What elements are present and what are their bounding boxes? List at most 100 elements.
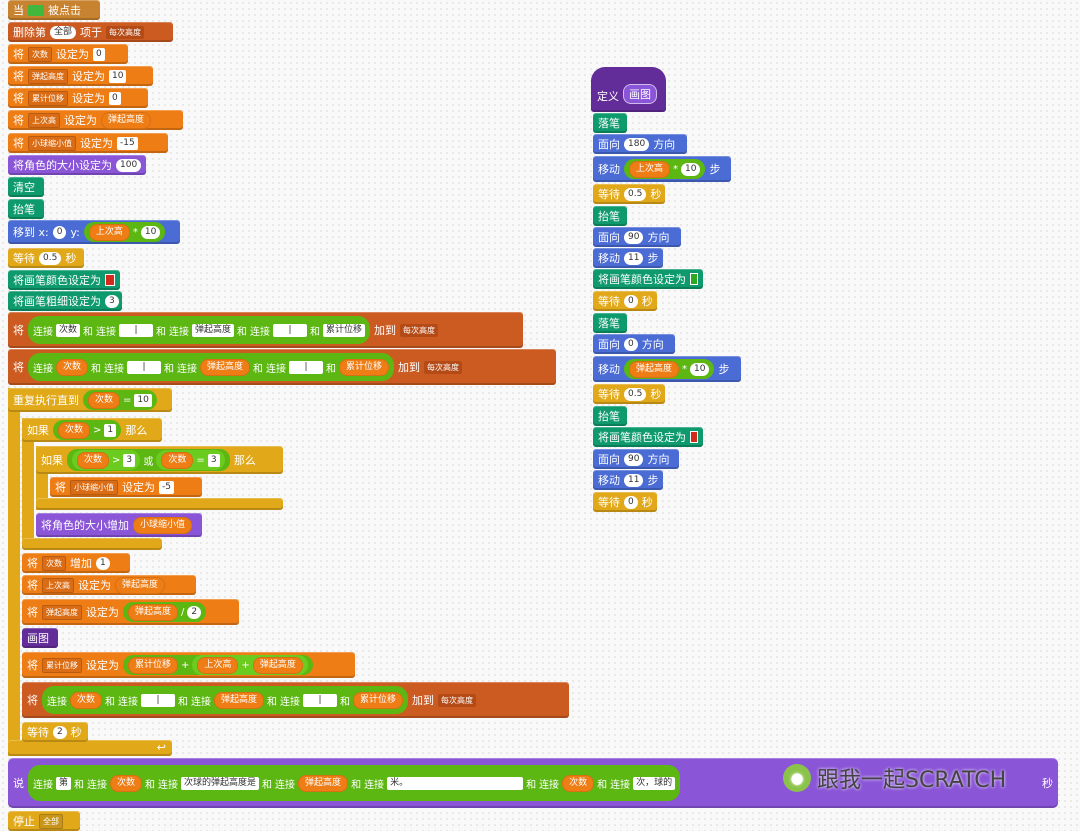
value-input[interactable]: -5 xyxy=(159,480,174,494)
pen-up-block[interactable]: 抬笔 xyxy=(593,406,627,426)
variable-reporter[interactable]: 次数 xyxy=(77,451,110,469)
text-input[interactable]: 第 xyxy=(56,776,72,790)
divide-operator[interactable]: 弹起高度 / 2 xyxy=(123,602,207,622)
pen-down-block[interactable]: 落笔 xyxy=(593,113,627,133)
variable-reporter[interactable]: 小球缩小值 xyxy=(133,516,193,534)
seconds-input[interactable]: 0 xyxy=(624,294,638,308)
number-input[interactable]: 2 xyxy=(187,605,202,619)
text-input[interactable]: | xyxy=(303,693,338,707)
variable-reporter[interactable]: 弹起高度 xyxy=(115,576,166,594)
add-to-list-block[interactable]: 将 连接 次数 和 连接 | 和 连接 弹起高度 和 连接 | 和 累计位移 加… xyxy=(8,312,523,348)
variable-reporter[interactable]: 上次高 xyxy=(629,160,671,178)
wait-block[interactable]: 等待 0.5 秒 xyxy=(8,248,84,268)
variable-reporter[interactable]: 弹起高度 xyxy=(298,774,349,792)
variable-reporter[interactable]: 次数 xyxy=(70,691,103,709)
wait-block[interactable]: 等待 0.5 秒 xyxy=(593,184,665,204)
pen-size-input[interactable]: 3 xyxy=(105,294,119,308)
variable-reporter[interactable]: 次数 xyxy=(58,421,91,439)
move-steps-block[interactable]: 移动 弹起高度 * 10 步 xyxy=(593,356,741,382)
set-pen-color-block[interactable]: 将画笔颜色设定为 xyxy=(593,427,703,447)
variable-reporter[interactable]: 弹起高度 xyxy=(629,360,680,378)
set-bounce-block[interactable]: 将 弹起高度 设定为 弹起高度 / 2 xyxy=(22,599,239,625)
variable-dropdown[interactable]: 上次高 xyxy=(28,112,60,128)
set-times-block[interactable]: 将 次数 设定为 0 xyxy=(8,44,128,64)
direction-input[interactable]: 180 xyxy=(624,137,650,151)
list-dropdown[interactable]: 每次高度 xyxy=(106,25,145,39)
text-input[interactable]: 次，球的 xyxy=(633,776,676,790)
repeat-until-block[interactable]: 重复执行直到 次数 = 10 xyxy=(8,388,172,412)
set-total-block[interactable]: 将 累计位移 设定为 0 xyxy=(8,88,148,108)
point-direction-block[interactable]: 面向 90 方向 xyxy=(593,449,679,469)
variable-dropdown[interactable]: 小球缩小值 xyxy=(28,135,76,151)
variable-reporter[interactable]: 弹起高度 xyxy=(252,656,303,674)
text-input[interactable]: 米。 xyxy=(387,776,524,790)
text-input[interactable]: 弹起高度 xyxy=(192,323,235,337)
variable-reporter[interactable]: 次数 xyxy=(110,774,143,792)
variable-reporter[interactable]: 上次高 xyxy=(197,656,239,674)
set-shrink-block[interactable]: 将 小球缩小值 设定为 -15 xyxy=(8,133,168,153)
set-last-block[interactable]: 将 上次高 设定为 弹起高度 xyxy=(22,575,196,595)
variable-reporter[interactable]: 次数 xyxy=(56,358,89,376)
variable-dropdown[interactable]: 累计位移 xyxy=(42,657,82,673)
call-draw-block[interactable]: 画图 xyxy=(22,628,58,648)
set-pen-color-block[interactable]: 将画笔颜色设定为 xyxy=(593,269,703,289)
wait-block[interactable]: 等待 0.5 秒 xyxy=(593,384,665,404)
direction-input[interactable]: 90 xyxy=(624,452,644,466)
change-times-block[interactable]: 将 次数 增加 1 xyxy=(22,553,130,573)
wait-block[interactable]: 等待 0 秒 xyxy=(593,492,657,512)
seconds-input[interactable]: 0.5 xyxy=(39,251,62,265)
variable-reporter[interactable]: 弹起高度 xyxy=(128,603,179,621)
point-direction-block[interactable]: 面向 180 方向 xyxy=(593,134,687,154)
goto-xy-block[interactable]: 移到 x: 0 y: 上次高 * 10 xyxy=(8,220,180,244)
multiply-operator[interactable]: 上次高 * 10 xyxy=(83,222,166,242)
or-operator[interactable]: 次数 > 3 或 次数 = 3 xyxy=(67,449,230,471)
number-input[interactable]: 10 xyxy=(681,162,701,176)
greater-than-operator[interactable]: 次数 > 1 xyxy=(53,420,122,440)
text-input[interactable]: | xyxy=(289,360,324,374)
list-dropdown[interactable]: 每次高度 xyxy=(438,693,477,707)
value-input[interactable]: 3 xyxy=(123,453,136,467)
color-swatch[interactable] xyxy=(105,274,115,286)
set-shrink-block[interactable]: 将 小球缩小值 设定为 -5 xyxy=(50,477,202,497)
add-operator[interactable]: 累计位移 + 上次高 + 弹起高度 xyxy=(123,655,313,675)
color-swatch[interactable] xyxy=(690,273,698,285)
seconds-input[interactable]: 0.5 xyxy=(624,387,647,401)
variable-dropdown[interactable]: 次数 xyxy=(42,555,66,571)
variable-dropdown[interactable]: 弹起高度 xyxy=(28,68,68,84)
set-pen-size-block[interactable]: 将画笔粗细设定为 3 xyxy=(8,291,122,311)
size-input[interactable]: 100 xyxy=(116,158,142,172)
set-size-block[interactable]: 将角色的大小设定为 100 xyxy=(8,155,146,175)
variable-reporter[interactable]: 次数 xyxy=(88,391,121,409)
text-input[interactable]: 次球的弹起高度是 xyxy=(181,776,260,790)
seconds-input[interactable]: 2 xyxy=(53,725,67,739)
when-flag-clicked-block[interactable]: 当 被点击 xyxy=(8,0,100,20)
variable-reporter[interactable]: 弹起高度 xyxy=(214,691,265,709)
value-input[interactable]: -15 xyxy=(117,136,138,150)
x-input[interactable]: 0 xyxy=(52,225,67,239)
variable-dropdown[interactable]: 小球缩小值 xyxy=(70,479,118,495)
text-input[interactable]: | xyxy=(273,323,308,337)
value-input[interactable]: 10 xyxy=(109,69,127,83)
join-reporter[interactable]: 连接 次数 和 连接 | 和 连接 弹起高度 和 连接 | 和 累计位移 xyxy=(42,686,409,714)
set-total-block[interactable]: 将 累计位移 设定为 累计位移 + 上次高 + 弹起高度 xyxy=(22,652,355,678)
point-direction-block[interactable]: 面向 0 方向 xyxy=(593,334,675,354)
change-size-block[interactable]: 将角色的大小增加 小球缩小值 xyxy=(36,513,202,537)
variable-dropdown[interactable]: 弹起高度 xyxy=(42,604,82,620)
variable-dropdown[interactable]: 累计位移 xyxy=(28,90,68,106)
pen-down-block[interactable]: 落笔 xyxy=(593,313,627,333)
seconds-input[interactable]: 0 xyxy=(624,495,638,509)
add-to-list-block[interactable]: 将 连接 次数 和 连接 | 和 连接 弹起高度 和 连接 | 和 累计位移 加… xyxy=(8,349,556,385)
value-input[interactable]: 3 xyxy=(207,453,220,467)
move-steps-block[interactable]: 移动 11 步 xyxy=(593,248,663,268)
value-input[interactable]: 0 xyxy=(93,47,105,61)
seconds-input[interactable]: 0.5 xyxy=(624,187,647,201)
variable-reporter[interactable]: 次数 xyxy=(161,451,194,469)
point-direction-block[interactable]: 面向 90 方向 xyxy=(593,227,681,247)
say-for-seconds-block[interactable]: 说 连接 第 和 连接 次数 和 连接 次球的弹起高度是 和 连接 弹起高度 和… xyxy=(8,758,1058,808)
multiply-operator[interactable]: 弹起高度 * 10 xyxy=(624,359,715,379)
join-reporter[interactable]: 连接 次数 和 连接 | 和 连接 弹起高度 和 连接 | 和 累计位移 xyxy=(28,316,371,344)
equals-operator[interactable]: 次数 = 10 xyxy=(83,390,157,410)
text-input[interactable]: 次数 xyxy=(56,323,81,337)
join-reporter[interactable]: 连接 次数 和 连接 | 和 连接 弹起高度 和 连接 | 和 累计位移 xyxy=(28,353,395,381)
